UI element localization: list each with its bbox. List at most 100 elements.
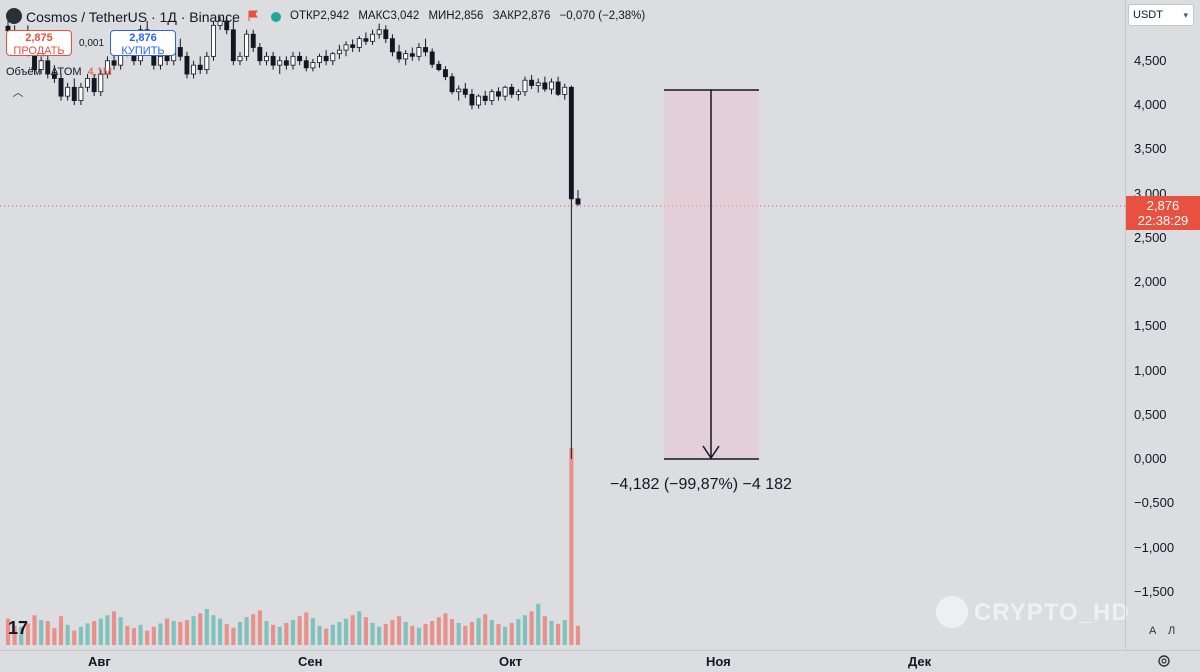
candle[interactable] bbox=[529, 74, 535, 90]
candle[interactable] bbox=[350, 39, 356, 52]
candle[interactable] bbox=[45, 51, 51, 79]
candle[interactable] bbox=[568, 85, 574, 459]
candle[interactable] bbox=[489, 89, 495, 105]
candle[interactable] bbox=[383, 25, 389, 44]
candle[interactable] bbox=[78, 82, 84, 105]
candle[interactable] bbox=[323, 50, 329, 66]
candle[interactable] bbox=[184, 51, 190, 79]
candle[interactable] bbox=[376, 23, 382, 39]
candle[interactable] bbox=[496, 87, 501, 101]
candle[interactable] bbox=[98, 69, 104, 97]
candle[interactable] bbox=[343, 41, 349, 57]
candle-body bbox=[449, 76, 455, 93]
candle[interactable] bbox=[423, 38, 429, 57]
candle[interactable] bbox=[555, 76, 561, 97]
candle[interactable] bbox=[317, 53, 322, 68]
candle[interactable] bbox=[283, 56, 289, 70]
log-scale-button[interactable]: Л bbox=[1168, 625, 1176, 637]
candle[interactable] bbox=[38, 56, 44, 75]
candle[interactable] bbox=[356, 35, 362, 52]
time-tick-label: Сен bbox=[298, 654, 323, 669]
auto-scale-button[interactable]: A bbox=[1149, 625, 1157, 637]
volume-bar bbox=[125, 625, 130, 645]
candle[interactable] bbox=[270, 51, 276, 70]
candle[interactable] bbox=[442, 66, 448, 81]
candle[interactable] bbox=[535, 78, 541, 93]
candle[interactable] bbox=[363, 32, 369, 45]
candle[interactable] bbox=[211, 20, 216, 61]
candle[interactable] bbox=[250, 29, 256, 52]
candle[interactable] bbox=[330, 51, 336, 66]
candle[interactable] bbox=[482, 90, 488, 105]
candle[interactable] bbox=[224, 16, 230, 35]
candle[interactable] bbox=[237, 51, 243, 66]
sell-button[interactable]: 2,875 ПРОДАТЬ bbox=[6, 30, 72, 57]
candle[interactable] bbox=[456, 85, 462, 101]
chart-area[interactable] bbox=[0, 0, 1125, 650]
candle[interactable] bbox=[469, 89, 475, 110]
candle[interactable] bbox=[429, 48, 435, 68]
candle[interactable] bbox=[277, 56, 283, 75]
settings-icon[interactable] bbox=[1156, 653, 1172, 669]
candle[interactable] bbox=[177, 38, 183, 61]
candle[interactable] bbox=[244, 29, 250, 61]
candle[interactable] bbox=[290, 51, 296, 70]
volume-bar bbox=[456, 622, 461, 645]
symbol-title[interactable]: Cosmos / TetherUS · 1Д · Binance bbox=[26, 9, 240, 25]
candle[interactable] bbox=[71, 78, 77, 105]
volume-bar bbox=[131, 628, 136, 645]
candle[interactable] bbox=[51, 65, 57, 83]
candle[interactable] bbox=[396, 44, 402, 63]
candle[interactable] bbox=[542, 76, 548, 92]
candle[interactable] bbox=[197, 56, 203, 75]
buy-price: 2,876 bbox=[129, 32, 157, 44]
candle[interactable] bbox=[575, 189, 581, 206]
candle[interactable] bbox=[217, 16, 223, 30]
candle[interactable] bbox=[104, 56, 110, 79]
candle[interactable] bbox=[502, 85, 508, 101]
candle[interactable] bbox=[303, 56, 309, 72]
candle[interactable] bbox=[310, 58, 316, 72]
tradingview-logo-icon[interactable]: 17 bbox=[8, 618, 29, 638]
candle[interactable] bbox=[91, 74, 97, 97]
buy-button[interactable]: 2,876 КУПИТЬ bbox=[110, 30, 176, 57]
volume-bar bbox=[403, 621, 408, 645]
candle[interactable] bbox=[336, 44, 342, 59]
candle-body bbox=[502, 86, 508, 97]
candle[interactable] bbox=[65, 82, 71, 101]
candle[interactable] bbox=[264, 51, 269, 66]
candle[interactable] bbox=[549, 78, 554, 95]
currency-select[interactable]: USDT ▾ bbox=[1128, 4, 1194, 26]
candle[interactable] bbox=[85, 74, 90, 92]
candle[interactable] bbox=[191, 60, 197, 79]
price-scale[interactable]: 4,500 4,000 3,500 3,000 2,500 2,000 1,500 1,000… bbox=[1125, 0, 1200, 650]
candle-body bbox=[376, 29, 382, 35]
candle[interactable] bbox=[462, 82, 468, 98]
candle[interactable] bbox=[522, 76, 528, 97]
candle[interactable] bbox=[449, 73, 455, 95]
candle[interactable] bbox=[297, 51, 303, 66]
candle-body bbox=[363, 38, 369, 42]
price-chart[interactable] bbox=[0, 0, 1125, 650]
candle[interactable] bbox=[515, 89, 521, 101]
candle[interactable] bbox=[257, 43, 263, 66]
candle[interactable] bbox=[204, 51, 210, 75]
price-tick-label: 2,000 bbox=[1134, 274, 1167, 289]
candle[interactable] bbox=[403, 50, 409, 66]
candle[interactable] bbox=[562, 83, 568, 100]
candle[interactable] bbox=[436, 60, 442, 72]
candle[interactable] bbox=[416, 43, 422, 61]
candle[interactable] bbox=[230, 20, 236, 66]
collapse-legend-button[interactable]: ︿ bbox=[8, 84, 28, 102]
candle[interactable] bbox=[370, 29, 375, 45]
candle-body bbox=[370, 33, 375, 42]
time-scale[interactable]: Авг Сен Окт Ноя Дек bbox=[0, 650, 1200, 672]
candle[interactable] bbox=[58, 74, 64, 101]
candle[interactable] bbox=[476, 94, 482, 109]
candle[interactable] bbox=[509, 83, 515, 98]
candle[interactable] bbox=[409, 47, 415, 61]
candle[interactable] bbox=[389, 34, 395, 57]
candle-body bbox=[237, 55, 243, 62]
volume-bar bbox=[198, 613, 203, 645]
flag-icon[interactable] bbox=[247, 10, 259, 22]
